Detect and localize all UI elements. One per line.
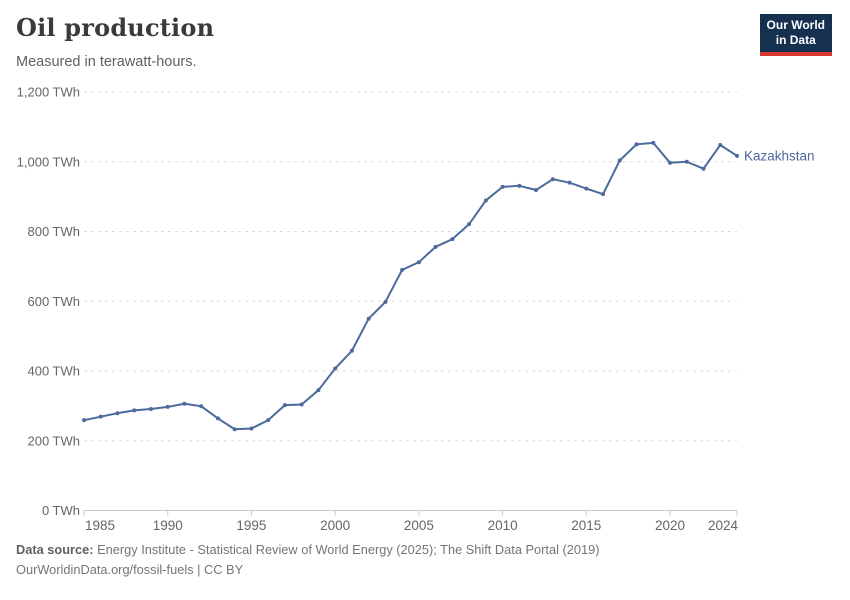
owid-logo-line1: Our World — [766, 18, 825, 32]
y-axis-tick-label: 1,000 TWh — [17, 154, 80, 169]
data-point — [735, 153, 739, 158]
data-point — [232, 427, 237, 432]
data-line — [83, 141, 738, 431]
page-subtitle: Measured in terawatt-hours. — [16, 54, 197, 70]
data-point — [199, 404, 204, 409]
data-point — [215, 416, 220, 421]
data-point — [383, 299, 388, 304]
chart-footer: Data source: Energy Institute - Statisti… — [16, 540, 599, 579]
data-point — [617, 158, 622, 163]
data-source-line: Data source: Energy Institute - Statisti… — [16, 540, 599, 560]
data-point — [718, 143, 723, 148]
owid-logo: Our World in Data — [759, 14, 832, 56]
data-point — [132, 408, 137, 413]
data-point — [349, 348, 354, 353]
x-axis-tick-label: 1990 — [153, 518, 183, 533]
data-source-label: Data source: — [16, 542, 94, 557]
data-point — [299, 402, 304, 407]
x-axis-tick-label: 2024 — [708, 518, 739, 533]
data-source-text: Energy Institute - Statistical Review of… — [97, 542, 600, 557]
data-point — [182, 401, 187, 406]
data-point — [684, 159, 689, 164]
data-point — [333, 366, 338, 371]
x-axis-tick-label: 2015 — [571, 518, 601, 533]
data-point — [651, 140, 656, 145]
x-axis-tick-label: 2020 — [655, 518, 685, 533]
series-end-label: Kazakhstan — [744, 148, 815, 163]
data-point — [500, 184, 505, 189]
data-point — [584, 186, 589, 191]
x-axis-tick-label: 2010 — [488, 518, 518, 533]
data-point — [416, 260, 421, 265]
y-axis-tick-label: 600 TWh — [27, 294, 80, 309]
data-point — [701, 166, 706, 171]
data-point — [634, 142, 639, 147]
y-axis-tick-label: 400 TWh — [27, 364, 80, 379]
owid-logo-line2: in Data — [775, 33, 816, 47]
data-point — [450, 237, 455, 242]
data-point — [82, 418, 86, 423]
data-point — [282, 403, 287, 408]
y-axis-tick-label: 0 TWh — [42, 503, 80, 518]
data-point — [433, 244, 438, 249]
data-point — [165, 404, 170, 409]
x-axis-tick-label: 1995 — [236, 518, 266, 533]
x-axis-tick-label: 2000 — [320, 518, 350, 533]
data-point — [266, 418, 271, 423]
page-title: Oil production — [16, 13, 215, 42]
data-point — [534, 187, 539, 192]
y-axis-tick-label: 1,200 TWh — [17, 85, 80, 100]
license-line: OurWorldinData.org/fossil-fuels | CC BY — [16, 561, 244, 577]
data-point — [366, 316, 371, 321]
data-point — [567, 180, 572, 185]
data-point — [668, 160, 673, 165]
data-point — [115, 411, 120, 416]
data-point — [483, 198, 488, 203]
data-point — [601, 192, 606, 197]
data-point — [550, 177, 555, 182]
x-axis-tick-label: 1985 — [85, 518, 115, 533]
data-point — [400, 267, 405, 272]
data-point — [467, 222, 472, 227]
data-point — [98, 414, 103, 419]
data-point — [148, 407, 153, 412]
data-point — [517, 183, 522, 188]
data-point — [249, 426, 254, 431]
data-point — [316, 388, 321, 393]
x-axis-tick-label: 2005 — [404, 518, 434, 533]
y-axis-tick-label: 800 TWh — [27, 224, 80, 239]
y-axis-tick-label: 200 TWh — [27, 433, 80, 448]
